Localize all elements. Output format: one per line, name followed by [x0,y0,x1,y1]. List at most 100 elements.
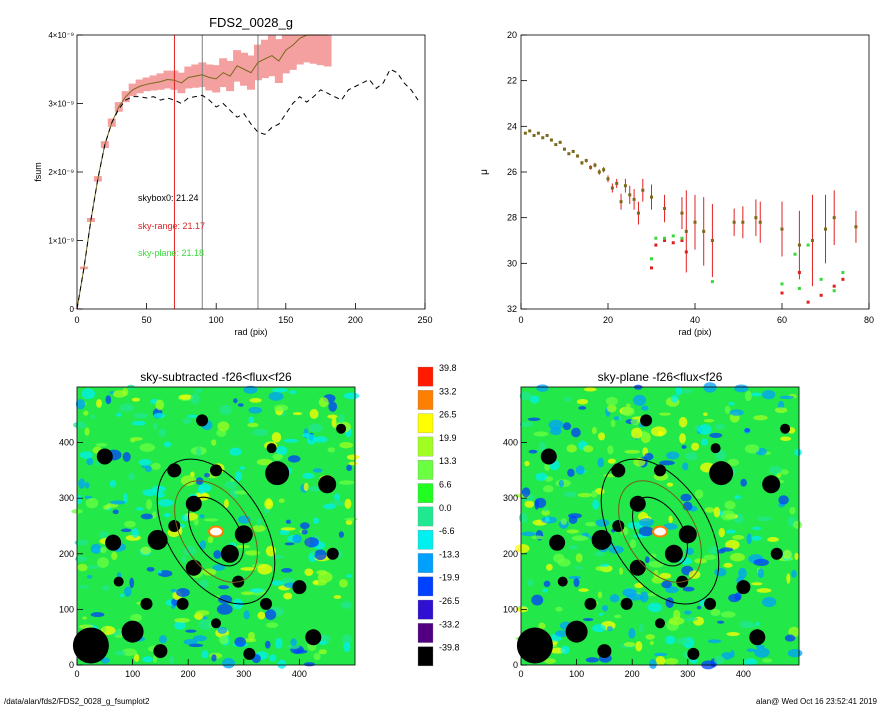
sky-plane-image-panel: sky-plane -f26<flux<f26 0 100 200 300 400 0 10… [503,370,803,679]
noise-speck [128,472,135,481]
sky-range-point [819,293,823,297]
noise-speck [317,571,333,583]
masked-source [318,475,337,494]
noise-speck [181,514,190,522]
noise-speck [79,451,93,459]
y-tick-label: 1×10⁻⁹ [48,237,74,246]
sky-plane-point [680,236,684,240]
noise-speck [655,655,666,666]
noise-speck [592,624,606,633]
noise-speck [531,594,544,606]
noise-speck [679,388,693,394]
masked-source [597,644,612,659]
noise-speck [153,412,166,419]
sky-plane-point [797,286,801,290]
noise-speck [224,480,237,489]
y-tick-label: 300 [59,493,74,503]
noise-speck [111,551,118,561]
noise-speck [613,416,621,421]
noise-speck [264,609,277,620]
mu-point [549,138,553,142]
masked-source [549,534,566,551]
mu-point [584,159,588,163]
colorbar-label: -13.3 [439,549,460,559]
sky-range-point [806,300,810,304]
noise-speck [678,416,688,428]
noise-speck [150,462,161,470]
x-tick-label: 250 [417,315,432,325]
noise-speck [754,622,760,626]
mu-point [536,131,540,135]
y-tick-label: 2×10⁻⁹ [48,168,74,177]
mu-point [523,131,527,135]
masked-source [96,448,113,465]
noise-speck [595,565,611,572]
noise-speck [659,460,675,466]
x-tick-label: 0 [518,669,523,679]
sky-range-point [663,239,667,242]
noise-speck [647,602,663,613]
noise-speck [271,432,282,443]
noise-speck [703,418,715,423]
x-tick-label: 300 [680,669,695,679]
noise-speck [784,634,796,642]
noise-speck [81,388,96,400]
noise-speck [744,427,750,433]
noise-speck [216,603,233,615]
noise-speck [342,634,352,646]
noise-speck [670,395,679,403]
noise-speck [190,393,200,405]
noise-speck [279,529,290,536]
noise-speck [133,653,140,663]
noise-speck [271,555,285,559]
mu-point [680,211,684,215]
noise-speck [98,531,109,539]
masked-source [591,529,612,550]
noise-speck [658,572,672,579]
sky-range-point [684,250,688,254]
noise-speck [181,555,187,564]
x-tick-label: 200 [625,669,640,679]
noise-speck [95,443,108,447]
noise-speck [198,619,214,630]
noise-speck [753,558,770,567]
isophote-ellipse [156,458,276,605]
footer-timestamp: alan@ Wed Oct 16 23:52:41 2019 [756,697,877,706]
noise-speck [585,522,598,527]
noise-speck [574,566,584,570]
noise-speck [348,461,358,466]
noise-speck [555,606,563,612]
noise-speck [130,613,143,622]
mu-point [623,184,627,188]
noise-speck [283,592,293,600]
masked-source [153,644,168,659]
noise-speck [631,427,643,439]
noise-speck [627,521,644,530]
noise-speck [754,647,770,658]
masked-source [770,547,783,560]
noise-speck [152,511,157,519]
noise-speck [639,517,655,527]
noise-speck [183,638,198,645]
x-tick-label: 20 [603,315,613,325]
noise-speck [271,388,288,393]
noise-speck [597,591,603,599]
masked-source [305,629,322,646]
mu-point [741,220,745,224]
noise-speck [789,506,796,515]
noise-speck [629,539,637,549]
noise-speck [290,638,297,647]
y-tick-label: 4×10⁻⁹ [48,31,74,40]
noise-speck [762,658,773,663]
noise-speck [176,587,190,598]
noise-speck [300,522,310,530]
noise-speck [658,412,671,416]
noise-speck [710,608,721,617]
noise-speck [648,560,665,568]
noise-speck [515,543,530,553]
noise-speck [75,555,87,562]
noise-speck [544,462,551,472]
noise-speck [756,588,772,593]
noise-speck [257,611,266,620]
noise-speck [585,657,599,663]
